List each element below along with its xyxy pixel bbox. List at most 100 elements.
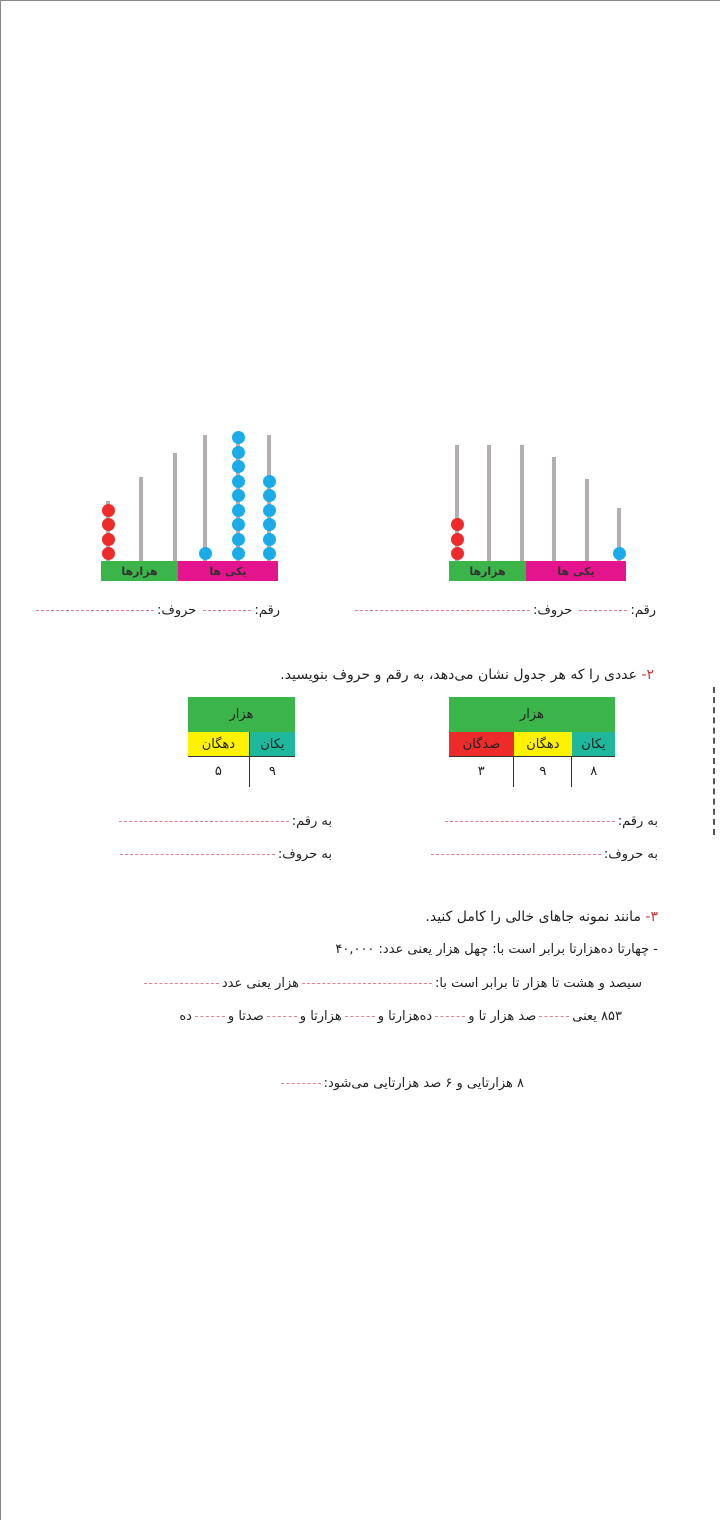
blank[interactable] [539, 1016, 570, 1017]
blank[interactable] [344, 1016, 375, 1017]
abacus-rod [617, 508, 621, 561]
abacus-left-answer: رقم: حروف: [33, 603, 280, 618]
words-label: حروف: [532, 603, 573, 618]
abacus-base: هزارها یکی ها [449, 561, 626, 581]
abacus-rod [585, 479, 589, 561]
abacus-bead [231, 489, 245, 502]
q2-heading: ۲- عددی را که هر جدول نشان می‌دهد، به رق… [280, 667, 654, 683]
abacus-rod [106, 501, 110, 561]
abacus-bead [262, 489, 276, 502]
abacus-bead [198, 547, 212, 560]
q3-line3: ۸۵۳ یعنی صد هزار تا و ده‌هزارتا و هزارتا و ص… [179, 1009, 622, 1024]
table-header: هزار [449, 697, 615, 732]
text: صد هزار تا و [468, 1009, 537, 1024]
abacus-bead [101, 532, 115, 546]
col-ones: یکان [571, 732, 615, 757]
col-ones: یکان [249, 732, 295, 757]
text: ده [179, 1009, 192, 1024]
abacus-bead [101, 518, 115, 531]
q3-text: مانند نمونه جاهای خالی را کامل کنید. [425, 909, 641, 925]
abacus-rod [173, 453, 177, 561]
value-tens: ۹ [513, 756, 572, 787]
value-hundreds: ۳ [477, 764, 485, 780]
q3-line2: سیصد و هشت تا هزار تا برابر است با: هزار … [141, 976, 642, 991]
digit-label: به رقم: [617, 814, 658, 829]
abacus-rod [520, 445, 524, 561]
digit-label: رقم: [254, 603, 280, 618]
abacus-bead [262, 518, 276, 531]
blank[interactable] [302, 983, 433, 984]
abacus-bead [231, 547, 245, 560]
table-header: هزار [188, 697, 295, 732]
digit-blank[interactable] [203, 610, 252, 611]
abacus-rod [139, 477, 143, 561]
abacus-right-answer: رقم: حروف: [352, 603, 656, 618]
thousands-label: هزارها [449, 561, 526, 581]
q3-number: ۳- [645, 909, 658, 925]
blank[interactable] [143, 983, 219, 984]
abacus-rod [487, 445, 491, 561]
abacus-bead [101, 503, 115, 517]
blank[interactable] [435, 1016, 466, 1017]
abacus-bead [231, 445, 245, 459]
abacus-bead [450, 532, 464, 546]
text: هزارتا و [299, 1009, 342, 1024]
blank[interactable] [194, 1016, 225, 1017]
blank[interactable] [280, 1083, 321, 1084]
q3-example: - چهارتا ده‌هزارتا برابر است با: چهل هزا… [335, 942, 658, 957]
abacus-bead [262, 474, 276, 488]
col-hundreds: صدگان [449, 732, 514, 757]
abacus-base: هزارها یکی ها [101, 561, 278, 581]
abacus-bead [231, 474, 245, 488]
words-label: به حروف: [277, 847, 332, 862]
q3-heading: ۳- مانند نمونه جاهای خالی را کامل کنید. [425, 909, 658, 925]
abacus-bead [450, 547, 464, 560]
digit-blank[interactable] [118, 821, 289, 822]
text: ۸۵۳ یعنی [572, 1009, 622, 1024]
col-tens: دهگان [188, 732, 250, 757]
page-edge-divider [713, 687, 715, 835]
ones-label: یکی ها [526, 561, 626, 581]
text: سیصد و هشت تا هزار تا برابر است با: [435, 976, 642, 991]
abacus-bead [231, 518, 245, 531]
abacus-bead [231, 460, 245, 473]
ones-label: یکی ها [178, 561, 278, 581]
text: صدتا و [227, 1009, 264, 1024]
text: ۸ هزارتایی و ۶ صد هزارتایی می‌شود: [323, 1076, 524, 1091]
abacus-rod [203, 435, 207, 561]
q2-number: ۲- [641, 667, 654, 683]
abacus-bead [231, 503, 245, 517]
abacus-bead [262, 532, 276, 546]
abacus-bead [231, 532, 245, 546]
words-label: به حروف: [603, 847, 658, 862]
digit-label: رقم: [630, 603, 656, 618]
abacus-bead [101, 547, 115, 560]
value-tens: ۵ [188, 756, 250, 787]
words-blank[interactable] [354, 610, 530, 611]
words-blank[interactable] [430, 854, 601, 855]
col-tens: دهگان [513, 732, 572, 757]
abacus-rod [552, 457, 556, 561]
abacus-bead [262, 547, 276, 560]
q3-line4: ۸ هزارتایی و ۶ صد هزارتایی می‌شود: [278, 1076, 524, 1091]
text: هزار یعنی عدد [221, 976, 300, 991]
thousands-label: هزارها [101, 561, 178, 581]
words-label: حروف: [156, 603, 197, 618]
abacus-bead [612, 547, 626, 560]
abacus-rod [455, 445, 459, 561]
abacus-bead [231, 431, 245, 444]
value-ones: ۸ [571, 756, 615, 787]
text: ده‌هزارتا و [377, 1009, 433, 1024]
value-ones: ۹ [248, 756, 295, 787]
q2-text: عددی را که هر جدول نشان می‌دهد، به رقم و… [280, 667, 637, 683]
digit-blank[interactable] [444, 821, 615, 822]
abacus-bead [450, 518, 464, 531]
abacus-bead [262, 503, 276, 517]
blank[interactable] [266, 1016, 297, 1017]
words-blank[interactable] [119, 854, 275, 855]
words-blank[interactable] [35, 610, 154, 611]
digit-blank[interactable] [579, 610, 628, 611]
